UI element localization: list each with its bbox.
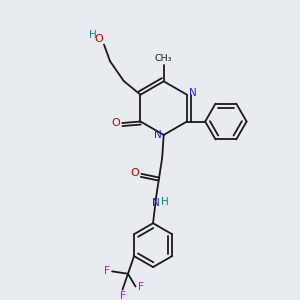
Text: F: F <box>119 291 125 300</box>
Text: F: F <box>104 266 110 276</box>
Text: H: H <box>88 30 96 40</box>
Text: N: N <box>188 88 196 98</box>
Text: H: H <box>161 197 169 207</box>
Text: F: F <box>138 282 144 292</box>
Text: O: O <box>94 34 103 44</box>
Text: O: O <box>130 168 139 178</box>
Text: N: N <box>154 130 162 140</box>
Text: O: O <box>111 118 120 128</box>
Text: CH₃: CH₃ <box>155 54 172 63</box>
Text: N: N <box>152 198 160 208</box>
